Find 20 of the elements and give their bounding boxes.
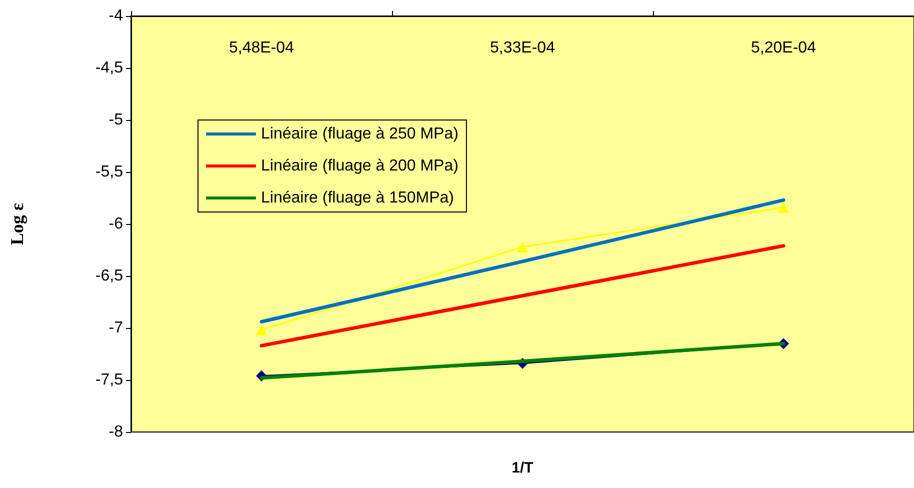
x-tick-label: 5,20E-04 <box>751 40 816 56</box>
y-tick-label: -5 <box>108 112 124 128</box>
y-tick-label: -4,5 <box>95 60 124 76</box>
x-axis-title: 1/T <box>512 460 534 476</box>
y-tick-label: -7,5 <box>95 372 124 388</box>
legend-label: Linéaire (fluage à 150MPa) <box>261 190 454 206</box>
point <box>778 202 789 213</box>
point <box>256 324 267 336</box>
y-tick-label: -8 <box>108 424 124 440</box>
y-tick-label: -7 <box>108 320 124 336</box>
legend-label: Linéaire (fluage à 250 MPa) <box>261 126 458 142</box>
y-tick-label: -6,5 <box>95 268 124 284</box>
y-tick-label: -6 <box>108 216 124 232</box>
point <box>517 241 528 252</box>
x-tick-label: 5,48E-04 <box>229 40 294 56</box>
y-tick-label: -5,5 <box>95 164 124 180</box>
legend-label: Linéaire (fluage à 200 MPa) <box>261 158 458 174</box>
y-tick-label: -4 <box>108 8 124 24</box>
y-axis-title: Log ε <box>7 202 27 246</box>
x-tick-label: 5,33E-04 <box>490 40 556 56</box>
